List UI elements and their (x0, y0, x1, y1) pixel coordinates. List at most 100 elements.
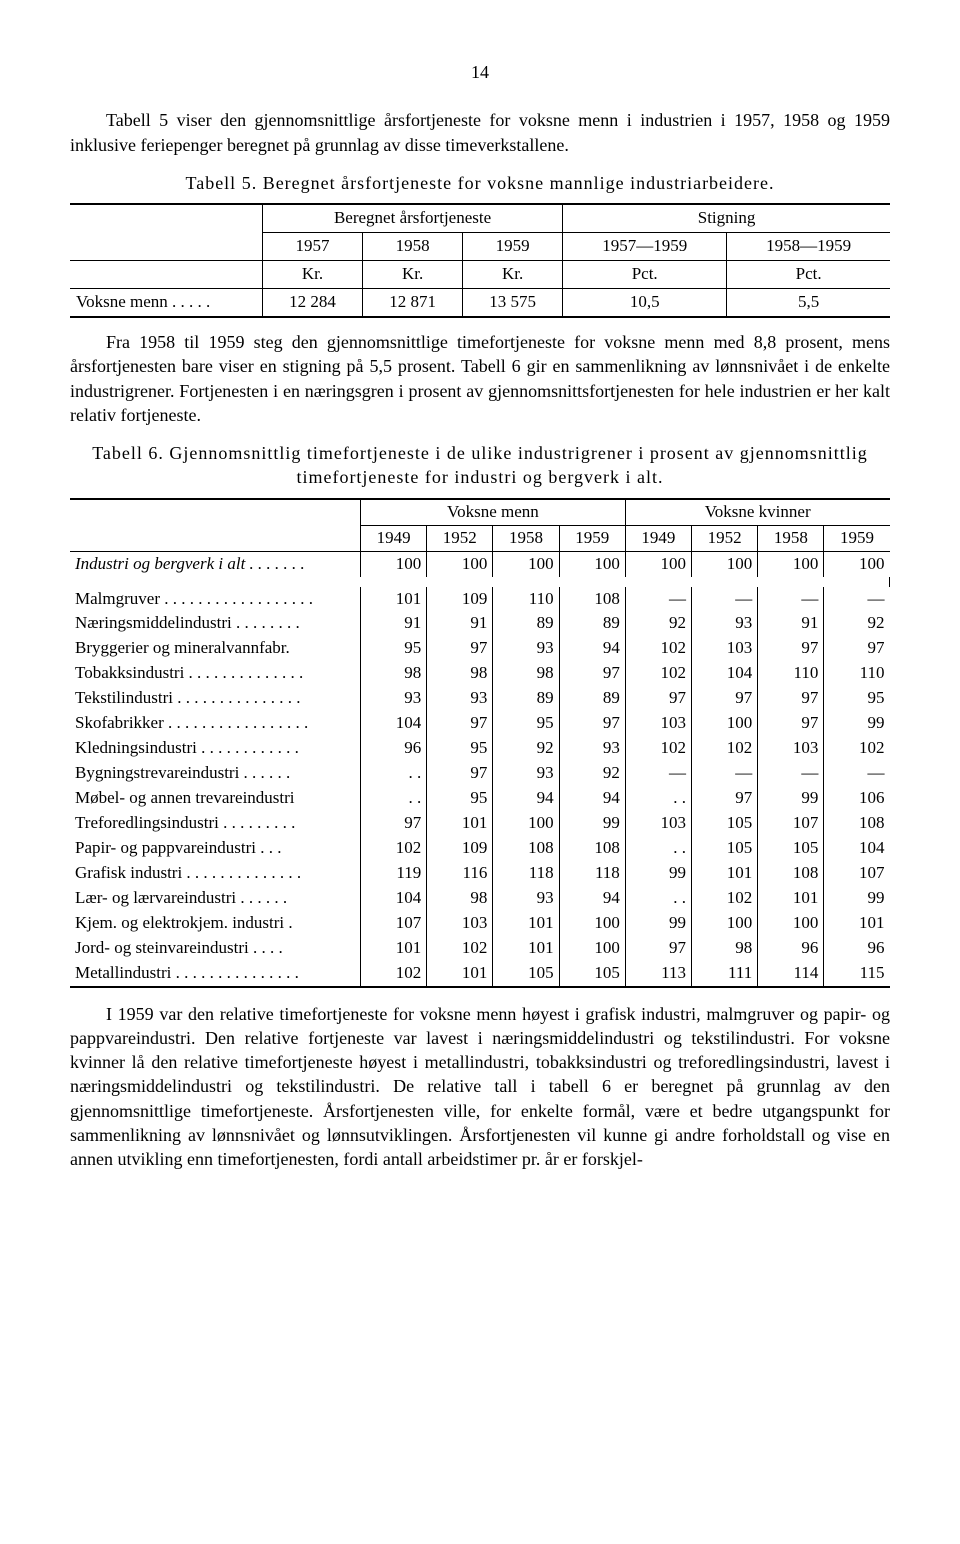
t5-v5: 5,5 (727, 289, 890, 317)
t6-cell: 101 (361, 587, 427, 612)
t6-cell: 101 (361, 936, 427, 961)
t6-cell: 116 (427, 861, 493, 886)
t6-cell: 102 (625, 736, 691, 761)
table5-title: Tabell 5. Beregnet årsfortjeneste for vo… (70, 171, 890, 195)
t6-cell: 107 (361, 911, 427, 936)
t6-cell: 100 (758, 911, 824, 936)
t6-cell: 89 (559, 611, 625, 636)
t6-cell: 97 (559, 711, 625, 736)
t6-cell: 98 (361, 661, 427, 686)
t6-cell: 100 (427, 551, 493, 576)
t6-cell: 101 (493, 911, 559, 936)
t6-cell: 92 (625, 611, 691, 636)
t6-cell: 118 (493, 861, 559, 886)
t6-cell: 104 (361, 886, 427, 911)
t6-cell: 103 (625, 811, 691, 836)
t6-cell: . . (361, 761, 427, 786)
t6-cell: 108 (824, 811, 890, 836)
t6-cell: 97 (361, 811, 427, 836)
t6-cell: 97 (692, 686, 758, 711)
paragraph-1: Tabell 5 viser den gjennomsnittlige årsf… (70, 108, 890, 157)
t6-y-m4: 1959 (559, 525, 625, 551)
t6-cell: 102 (361, 836, 427, 861)
t6-cell: 99 (625, 911, 691, 936)
t6-cell: 97 (427, 761, 493, 786)
t6-cell: . . (625, 786, 691, 811)
t6-cell: 103 (625, 711, 691, 736)
t6-cell: 101 (427, 961, 493, 987)
t6-cell: 110 (493, 587, 559, 612)
t6-cell: 100 (692, 551, 758, 576)
t5-v1: 12 284 (263, 289, 363, 317)
t6-cell: 97 (824, 636, 890, 661)
t6-cell: 93 (493, 886, 559, 911)
t6-cell: 103 (692, 636, 758, 661)
t6-cell: 103 (758, 736, 824, 761)
t6-cell: 91 (758, 611, 824, 636)
t6-cell: 95 (427, 786, 493, 811)
t6-cell: 104 (692, 661, 758, 686)
t6-row-label: Malmgruver . . . . . . . . . . . . . . .… (70, 587, 361, 612)
t6-cell: 106 (824, 786, 890, 811)
t6-cell: 102 (824, 736, 890, 761)
t6-y-k3: 1958 (758, 525, 824, 551)
t6-row-label: Kledningsindustri . . . . . . . . . . . … (70, 736, 361, 761)
t6-cell: 94 (559, 886, 625, 911)
t6-cell: 89 (559, 686, 625, 711)
t5-v2: 12 871 (363, 289, 463, 317)
t5-h-1958: 1958 (363, 233, 463, 261)
t6-y-m1: 1949 (361, 525, 427, 551)
t6-cell: 97 (559, 661, 625, 686)
t6-cell: 102 (625, 636, 691, 661)
t6-row-label: Bygningstrevareindustri . . . . . . (70, 761, 361, 786)
t6-cell: — (692, 587, 758, 612)
t6-cell: 96 (361, 736, 427, 761)
t6-cell: 108 (559, 587, 625, 612)
page-number: 14 (70, 60, 890, 84)
t6-cell: 108 (559, 836, 625, 861)
t6-row-label: Skofabrikker . . . . . . . . . . . . . .… (70, 711, 361, 736)
t6-cell: 110 (758, 661, 824, 686)
t5-h-5759: 1957—1959 (563, 233, 727, 261)
t6-cell: 109 (427, 836, 493, 861)
t6-cell: 93 (493, 761, 559, 786)
t6-cell: 108 (493, 836, 559, 861)
t6-cell: 92 (559, 761, 625, 786)
t5-unit-pct1: Pct. (563, 261, 727, 289)
t6-cell: 113 (625, 961, 691, 987)
t5-h-stigning: Stigning (563, 204, 890, 232)
t6-cell: 102 (361, 961, 427, 987)
t6-row-label: Jord- og steinvareindustri . . . . (70, 936, 361, 961)
paragraph-2: Fra 1958 til 1959 steg den gjennomsnittl… (70, 330, 890, 427)
t6-cell: 102 (692, 736, 758, 761)
t6-cell: 91 (427, 611, 493, 636)
t5-h-1957: 1957 (263, 233, 363, 261)
t6-cell: 100 (824, 551, 890, 576)
t5-unit-pct2: Pct. (727, 261, 890, 289)
t6-cell: 92 (824, 611, 890, 636)
t5-v3: 13 575 (463, 289, 563, 317)
t6-cell: 105 (559, 961, 625, 987)
t6-cell: 100 (361, 551, 427, 576)
t6-cell: 97 (758, 711, 824, 736)
t6-cell: 100 (692, 711, 758, 736)
t6-row-label: Papir- og pappvareindustri . . . (70, 836, 361, 861)
t6-cell: 111 (692, 961, 758, 987)
t6-cell: 99 (559, 811, 625, 836)
t6-cell: 101 (493, 936, 559, 961)
t6-row-label: Tobakksindustri . . . . . . . . . . . . … (70, 661, 361, 686)
t6-cell: 97 (625, 936, 691, 961)
t6-cell: 97 (758, 636, 824, 661)
t6-cell: 98 (427, 886, 493, 911)
t5-h-beregnet: Beregnet årsfortjeneste (263, 204, 563, 232)
t6-cell: 101 (824, 911, 890, 936)
t6-cell: 119 (361, 861, 427, 886)
t6-cell: 109 (427, 587, 493, 612)
t6-row-label: Treforedlingsindustri . . . . . . . . . (70, 811, 361, 836)
t6-cell: 89 (493, 686, 559, 711)
t6-cell: 108 (758, 861, 824, 886)
t6-cell: 92 (493, 736, 559, 761)
t6-cell: 95 (824, 686, 890, 711)
t6-cell: 100 (758, 551, 824, 576)
t6-cell: 98 (692, 936, 758, 961)
